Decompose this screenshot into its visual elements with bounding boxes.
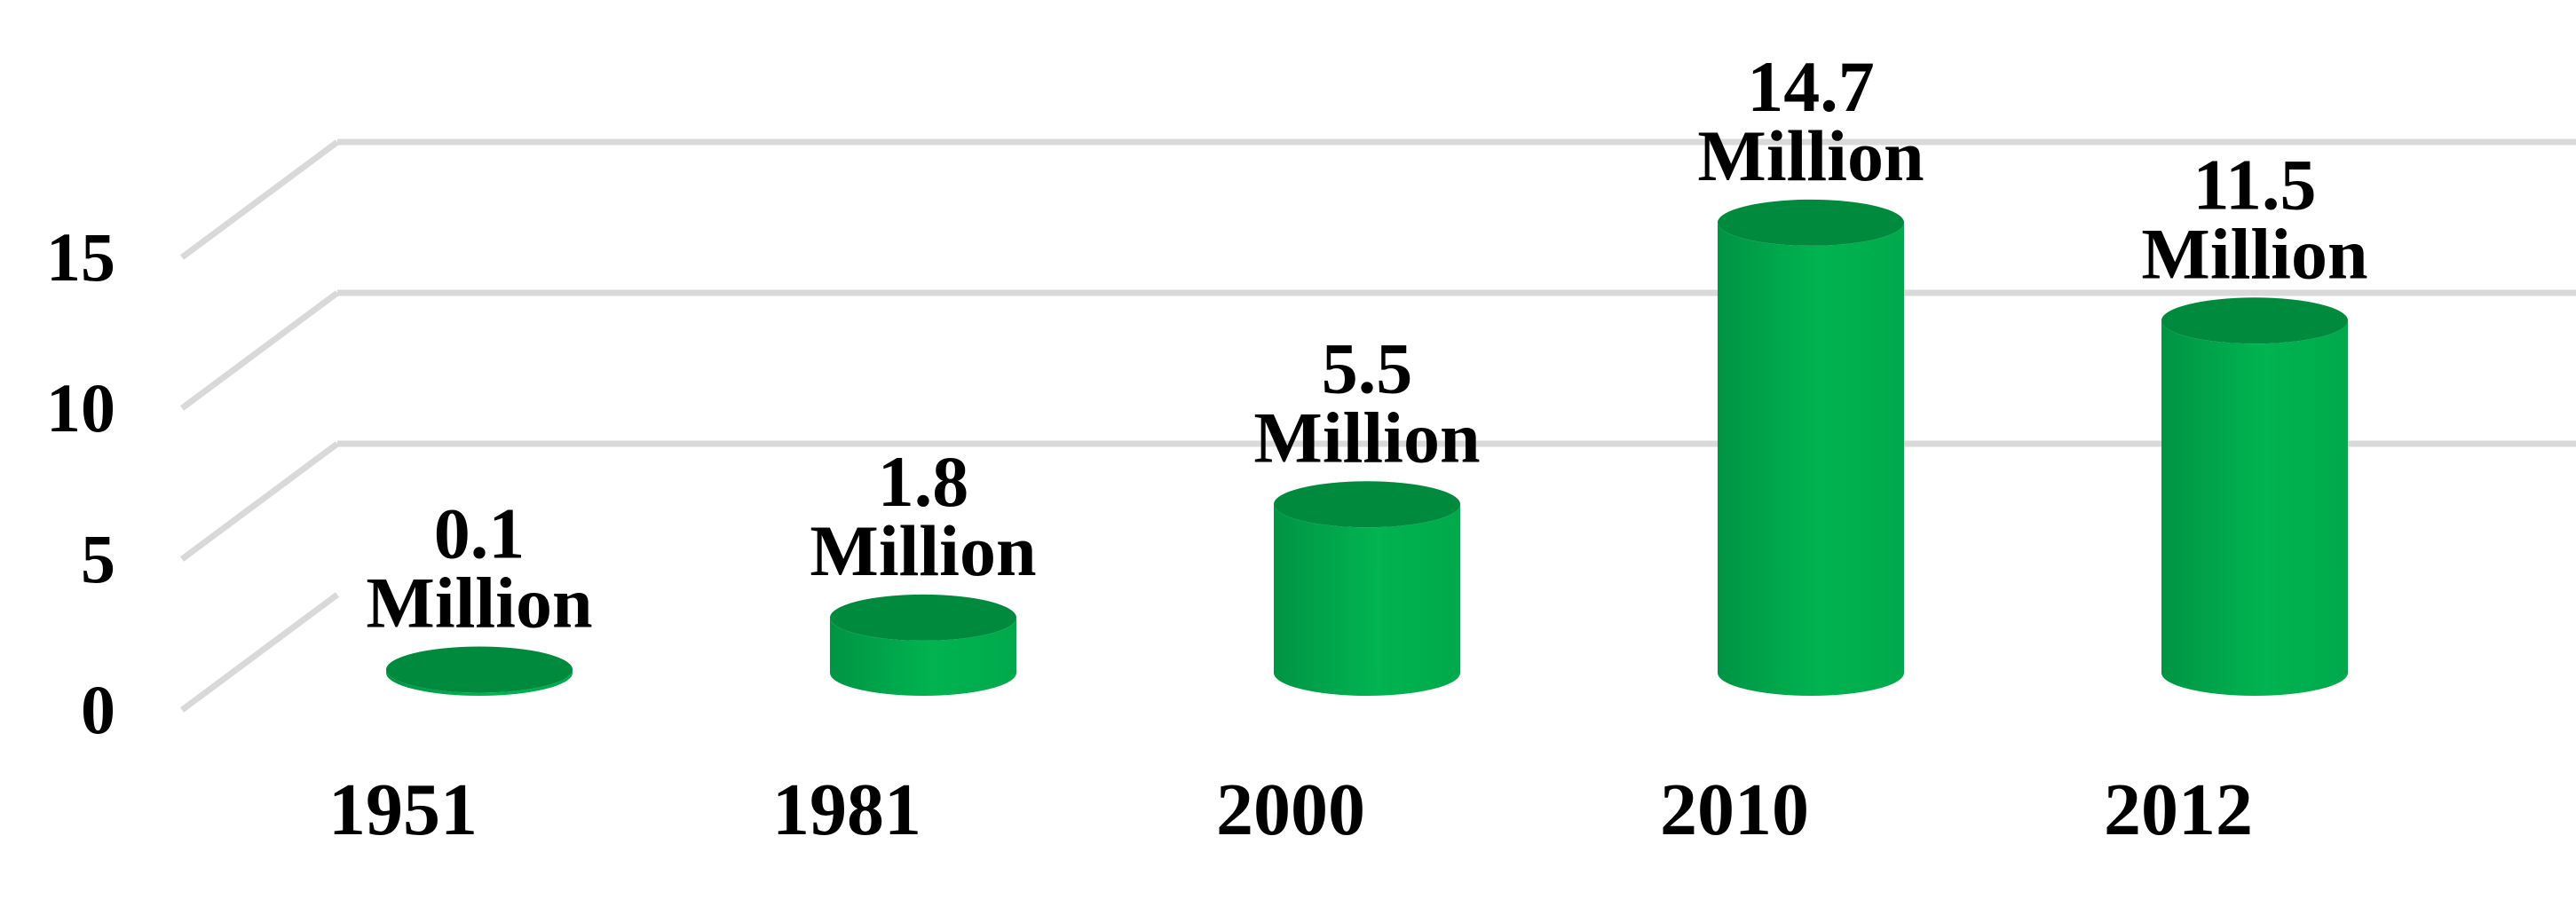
category-label-2012: 2012 [2104,769,2253,851]
data-label-value: 5.5 [1322,327,1413,408]
gridline-depth [179,139,340,260]
category-label-2010: 2010 [1660,769,1809,851]
category-label-1951: 1951 [328,769,478,851]
y-axis-tick-labels: 0 5 10 15 [46,218,115,748]
x-axis-category-labels: 1951 1981 2000 2010 2012 [328,769,2253,851]
data-label-value: 11.5 [2193,144,2317,225]
bar-top [830,594,1016,641]
bar-1951 [386,646,573,696]
bar-top [1274,481,1460,528]
data-label-value: 1.8 [878,441,969,522]
bar-body [1718,222,1904,697]
data-label-value: 14.7 [1747,46,1875,127]
y-tick-label-0: 0 [81,671,115,748]
data-label-unit: Million [1697,115,1924,196]
category-label-1981: 1981 [772,769,921,851]
gridline-depth [179,592,340,713]
data-label-unit: Million [1253,397,1480,477]
category-label-2000: 2000 [1216,769,1365,851]
data-label-unit: Million [2141,213,2367,294]
y-tick-label-5: 5 [81,520,115,597]
y-tick-label-15: 15 [46,218,115,296]
gridlines [179,138,2576,713]
bar-2010 [1718,199,1904,697]
bar-top [1718,199,1904,246]
bars [386,199,2348,697]
bar-top [2161,297,2348,344]
data-label-unit: Million [810,510,1036,591]
bar-2012 [2161,297,2348,696]
bar-2000 [1274,481,1460,696]
bar-body [1274,504,1460,696]
gridline-depth [179,290,340,411]
bar-top [386,646,573,693]
data-labels: 0.1 Million 1.8 Million 5.5 Million 14.7… [366,46,2367,643]
bar-1981 [830,594,1016,696]
data-label-unit: Million [366,563,592,643]
gridline-depth [179,441,340,562]
bar-body [830,617,1016,696]
bar-body [2161,320,2348,696]
data-label-value: 0.1 [434,493,525,574]
y-tick-label-10: 10 [46,369,115,446]
